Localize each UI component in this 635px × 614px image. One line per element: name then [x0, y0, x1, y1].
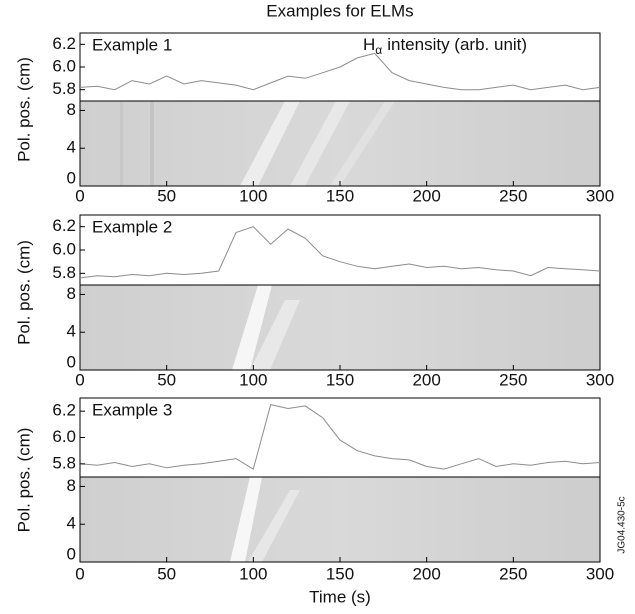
y-tick-label: 6.0: [52, 239, 76, 258]
x-tick-label: 300: [586, 186, 614, 205]
x-tick-label: 100: [239, 186, 267, 205]
panel-label: Example 1: [92, 35, 172, 54]
y-tick-label: 4: [67, 138, 76, 157]
y-tick-label: 6.2: [52, 34, 76, 53]
x-tick-label: 100: [239, 370, 267, 389]
y-axis-label: Pol. pos. (cm): [14, 240, 33, 345]
y-tick-label: 4: [67, 322, 76, 341]
y-tick-label: 8: [67, 284, 76, 303]
annotation-subscript: α: [375, 43, 382, 57]
y-tick-label: 5.8: [52, 79, 76, 98]
x-tick-label: 50: [157, 564, 176, 583]
x-tick-label: 0: [75, 564, 84, 583]
x-tick-label: 0: [75, 186, 84, 205]
x-tick-label: 300: [586, 564, 614, 583]
y-tick-label: 0: [67, 168, 76, 187]
y-tick-label: 0: [67, 352, 76, 371]
y-tick-label: 6.2: [52, 401, 76, 420]
trace-line: [79, 226, 601, 279]
panel-label: Example 2: [92, 217, 172, 236]
x-tick-label: 200: [412, 564, 440, 583]
x-tick-label: 250: [499, 186, 527, 205]
x-tick-label: 250: [499, 564, 527, 583]
y-tick-label: 4: [67, 514, 76, 533]
y-tick-label: 8: [67, 476, 76, 495]
image-texture: [80, 101, 600, 562]
annotation-text: intensity (arb. unit): [387, 35, 527, 54]
y-tick-label: 5.8: [52, 453, 76, 472]
x-tick-label: 200: [412, 370, 440, 389]
y-tick-label: 6.0: [52, 427, 76, 446]
x-tick-label: 50: [157, 186, 176, 205]
figure-title: Examples for ELMs: [266, 1, 413, 20]
y-tick-label: 5.8: [52, 263, 76, 282]
y-axis-label: Pol. pos. (cm): [14, 428, 33, 533]
panel-label: Example 3: [92, 400, 172, 419]
x-tick-label: 250: [499, 370, 527, 389]
trace-line: [79, 404, 601, 470]
x-tick-label: 150: [326, 564, 354, 583]
annotation-symbol: H: [363, 35, 375, 54]
y-tick-label: 6.0: [52, 56, 76, 75]
x-tick-label: 50: [157, 370, 176, 389]
x-tick-label: 0: [75, 370, 84, 389]
y-tick-label: 8: [67, 100, 76, 119]
y-tick-label: 6.2: [52, 216, 76, 235]
annotation: Hα intensity (arb. unit): [363, 35, 527, 57]
x-tick-label: 150: [326, 186, 354, 205]
trace-line: [79, 52, 601, 91]
figure-id: JG04.430-5c: [617, 496, 628, 553]
y-tick-label: 0: [67, 544, 76, 563]
x-tick-label: 200: [412, 186, 440, 205]
x-tick-label: 100: [239, 564, 267, 583]
x-tick-label: 300: [586, 370, 614, 389]
x-tick-label: 150: [326, 370, 354, 389]
x-axis-label: Time (s): [309, 587, 371, 606]
y-axis-label: Pol. pos. (cm): [14, 57, 33, 162]
